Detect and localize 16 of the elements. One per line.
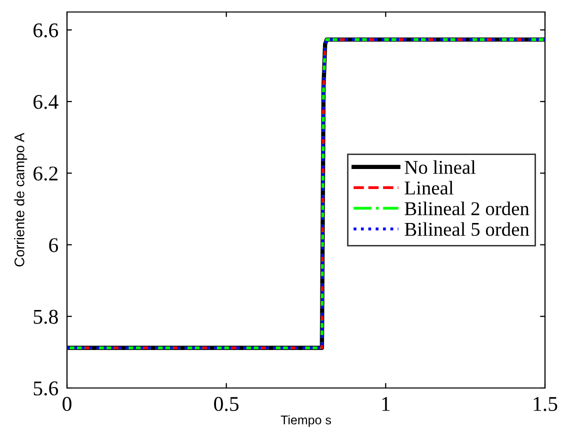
y-tick-label: 6.6 (34, 23, 58, 38)
y-tick-label: 6.4 (34, 94, 58, 110)
x-tick-label: 1 (382, 397, 390, 411)
legend-label: Bilineal 2 orden (404, 202, 530, 216)
y-axis-title: Corriente de campo A (14, 132, 28, 266)
y-tick-label: 5.6 (34, 381, 58, 396)
x-tick-label: 0 (62, 396, 72, 411)
x-tick-label: 0.5 (214, 396, 239, 412)
x-tick-label: 1.5 (534, 397, 558, 412)
legend-label: Lineal (404, 180, 454, 195)
legend-label: No lineal (404, 160, 476, 174)
y-tick-label: 5.8 (34, 310, 58, 324)
legend-label: Bilineal 5 orden (404, 222, 530, 236)
x-axis-title: Tiempo s (280, 415, 332, 427)
y-tick-label: 6 (49, 238, 58, 252)
y-tick-label: 6.2 (34, 166, 58, 181)
